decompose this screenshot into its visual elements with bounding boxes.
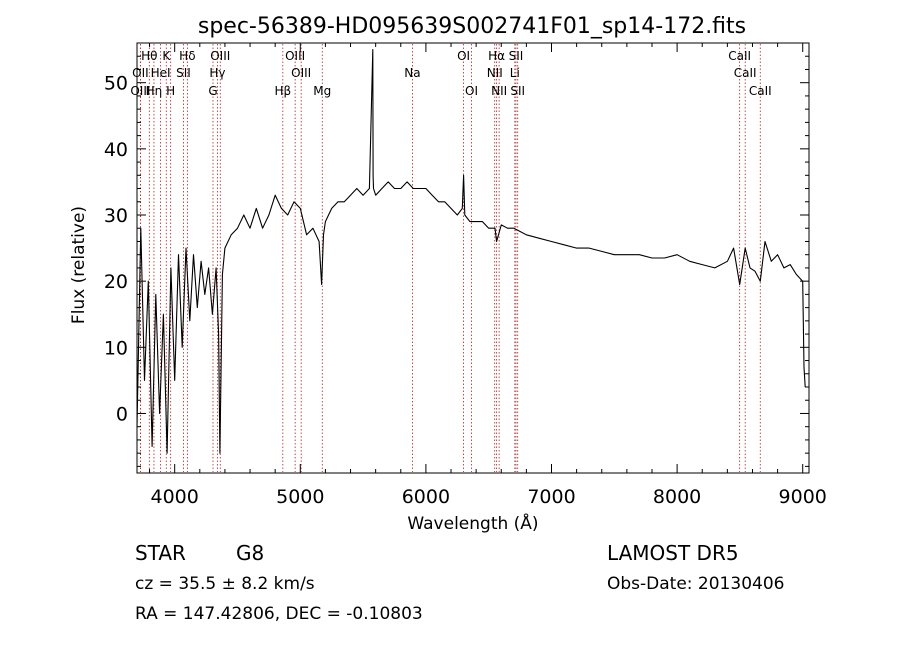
line-label-11: G: [208, 84, 217, 98]
axis-ticks: 4000 5000 6000 7000 8000 9000 0 10 20 30 40 50: [104, 43, 827, 508]
line-label-7: Hδ: [179, 49, 195, 63]
line-label-1: OII: [132, 66, 149, 80]
obs-date-label: Obs-Date: 20130406: [607, 574, 784, 594]
line-label-2: OIII: [130, 84, 150, 98]
line-label-23: Li: [510, 66, 520, 80]
line-label-5: HeI: [151, 66, 171, 80]
line-label-4: K: [162, 49, 171, 63]
x-axis-title: Wavelength (Å): [407, 512, 538, 534]
redshift-label: cz = 35.5 ± 8.2 km/s: [135, 574, 315, 594]
line-label-19: Hα: [488, 49, 505, 63]
line-label-26: CaII: [734, 66, 757, 80]
x-tick-label-2: 6000: [402, 486, 450, 508]
line-label-25: CaII: [728, 49, 751, 63]
line-label-8: SII: [176, 66, 191, 80]
x-tick-label-1: 5000: [276, 486, 324, 508]
line-label-6: H: [166, 84, 175, 98]
x-tick-label-5: 9000: [779, 486, 827, 508]
x-tick-label-3: 7000: [527, 486, 575, 508]
survey-label: LAMOST DR5: [607, 541, 739, 565]
line-label-12: OIII: [285, 49, 305, 63]
line-label-22: SII: [509, 49, 524, 63]
spectrum-series: [136, 49, 806, 454]
line-label-13: OIII: [291, 66, 311, 80]
class-label: STAR: [135, 541, 186, 565]
line-label-18: OI: [465, 84, 478, 98]
line-label-3: Hη: [146, 84, 163, 98]
line-label-17: OI: [457, 49, 470, 63]
subclass-label: G8: [236, 541, 264, 565]
spectrum-line-0: [136, 49, 806, 454]
chart-title: spec-56389-HD095639S002741F01_sp14-172.f…: [198, 14, 746, 39]
y-tick-label-5: 50: [104, 73, 128, 95]
coords-label: RA = 147.42806, DEC = -0.10803: [135, 604, 423, 624]
line-label-27: CaII: [749, 84, 772, 98]
spectral-line-markers: [139, 44, 761, 472]
line-label-21: NII: [491, 84, 507, 98]
line-label-24: SII: [510, 84, 525, 98]
y-tick-label-0: 0: [116, 403, 128, 425]
line-label-15: Mg: [313, 84, 331, 98]
line-label-9: OIII: [210, 49, 230, 63]
line-label-10: Hγ: [209, 66, 225, 80]
line-label-20: NII: [487, 66, 503, 80]
line-label-0: Hθ: [141, 49, 157, 63]
plot-frame: [136, 42, 810, 474]
y-tick-label-2: 20: [104, 271, 128, 293]
x-tick-label-4: 8000: [653, 486, 701, 508]
y-tick-label-3: 30: [104, 205, 128, 227]
y-axis-title: Flux (relative): [69, 206, 89, 324]
line-label-16: Na: [404, 66, 420, 80]
y-tick-label-4: 40: [104, 139, 128, 161]
line-label-14: Hβ: [274, 84, 291, 98]
x-tick-label-0: 4000: [151, 486, 199, 508]
y-tick-label-1: 10: [104, 337, 128, 359]
